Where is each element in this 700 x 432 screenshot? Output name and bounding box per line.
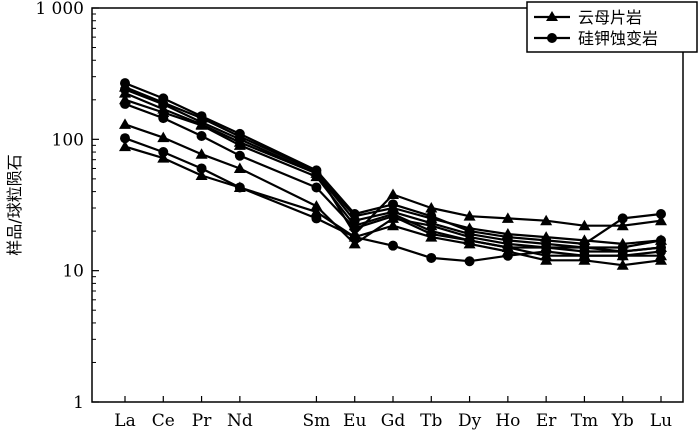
x-axis-ticks: La Ce Pr Nd Sm Eu Gd Tb Dy Ho Er Tm Yb Lu	[114, 396, 672, 431]
data-point-triangle	[616, 219, 629, 231]
data-point-circle	[426, 252, 437, 263]
series-line	[124, 145, 662, 267]
x-tick-label: Tb	[420, 411, 442, 431]
data-point-triangle	[119, 140, 131, 152]
x-tick-label: Eu	[343, 411, 366, 431]
data-point-triangle	[578, 219, 591, 231]
data-point-triangle	[310, 200, 323, 211]
data-point-triangle	[540, 214, 553, 226]
data-point-circle	[502, 235, 513, 246]
x-tick-label: Pr	[192, 411, 212, 431]
data-point-triangle	[501, 212, 514, 223]
data-point-triangle	[119, 118, 131, 129]
data-point-triangle	[387, 188, 399, 200]
data-point-circle	[120, 84, 130, 95]
data-point-triangle	[463, 210, 476, 221]
series-line	[124, 92, 662, 245]
data-point-circle	[158, 147, 169, 158]
series-line	[124, 123, 662, 253]
data-point-triangle	[310, 205, 323, 217]
data-point-circle	[311, 168, 322, 179]
x-tick-label: Dy	[458, 411, 482, 431]
x-tick-label: Er	[536, 411, 557, 431]
series-layer	[119, 78, 667, 270]
legend: 云母片岩 硅钾蚀变岩	[526, 1, 698, 53]
data-point-triangle	[616, 259, 629, 270]
data-point-circle	[120, 98, 130, 109]
data-point-circle	[464, 256, 475, 267]
data-point-circle	[196, 131, 207, 142]
data-point-circle	[617, 213, 628, 224]
data-point-circle	[656, 209, 666, 220]
data-point-triangle	[195, 148, 208, 159]
data-point-circle	[234, 150, 245, 161]
data-point-circle	[158, 99, 169, 110]
data-point-triangle	[195, 169, 208, 181]
plot-frame	[91, 7, 684, 403]
data-point-circle	[311, 213, 322, 224]
data-point-triangle	[233, 162, 246, 173]
x-tick-label: Ho	[495, 411, 520, 431]
legend-label-1: 云母片岩	[578, 8, 642, 27]
data-point-triangle	[387, 219, 399, 231]
data-point-triangle	[157, 131, 170, 143]
data-point-circle	[388, 199, 398, 210]
data-point-circle	[502, 242, 513, 253]
data-point-triangle	[348, 237, 361, 249]
series-line	[124, 88, 662, 249]
data-point-circle	[349, 223, 360, 234]
x-tick-label: Nd	[227, 411, 253, 431]
data-point-circle	[234, 134, 245, 145]
x-tick-label: Gd	[381, 411, 406, 431]
data-point-circle	[656, 235, 666, 246]
data-point-circle	[311, 182, 322, 193]
data-point-circle	[464, 235, 475, 246]
data-point-circle	[617, 250, 628, 261]
data-point-circle	[579, 250, 590, 261]
legend-triangle-marker	[546, 11, 558, 21]
y-tick-label: 100	[52, 130, 84, 150]
series-line	[124, 82, 662, 245]
data-point-circle	[196, 163, 207, 174]
y-axis-ticks: 1 10 100 1 000	[35, 0, 99, 413]
data-point-circle	[196, 117, 207, 128]
data-point-circle	[349, 232, 360, 243]
y-tick-label: 1 000	[35, 0, 84, 19]
data-point-circle	[388, 240, 398, 251]
data-point-circle	[656, 246, 666, 257]
legend-box	[526, 1, 698, 53]
legend-circle-marker	[547, 33, 557, 43]
series-line	[124, 102, 662, 253]
x-tick-label: Ce	[152, 411, 175, 431]
data-point-circle	[158, 113, 169, 124]
series-9	[120, 133, 666, 267]
data-point-triangle	[655, 214, 667, 226]
data-point-circle	[234, 182, 245, 193]
x-tick-label: Lu	[650, 411, 672, 431]
data-point-triangle	[425, 202, 438, 213]
data-point-circle	[426, 211, 437, 222]
data-point-circle	[388, 211, 398, 222]
data-point-triangle	[233, 139, 246, 150]
plot-border	[91, 7, 684, 403]
x-tick-label: La	[114, 411, 135, 431]
series-line	[124, 86, 662, 236]
series-line	[124, 137, 662, 263]
x-tick-label: Sm	[303, 411, 331, 431]
data-point-circle	[426, 229, 437, 240]
x-tick-label: Yb	[611, 411, 634, 431]
legend-label-2: 硅钾蚀变岩	[578, 29, 658, 48]
data-point-circle	[349, 215, 360, 226]
data-point-circle	[541, 246, 552, 257]
data-point-circle	[120, 133, 130, 144]
data-point-triangle	[157, 152, 170, 163]
y-tick-label: 10	[62, 262, 84, 282]
x-tick-label: Tm	[571, 411, 598, 431]
y-axis-label: 样品/球粒陨石	[5, 154, 24, 255]
data-point-circle	[502, 250, 513, 261]
y-tick-label: 1	[73, 393, 84, 413]
data-point-circle	[426, 218, 437, 229]
